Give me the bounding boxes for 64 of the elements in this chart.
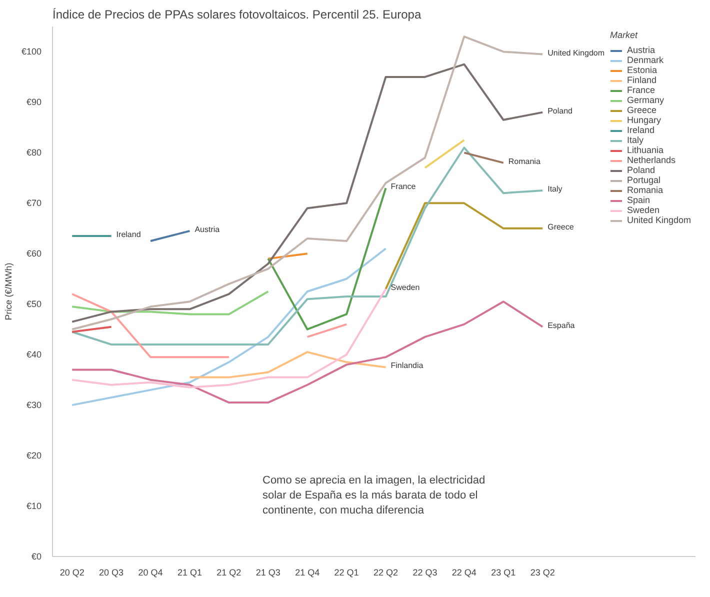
x-tick-label: 20 Q2 bbox=[60, 568, 84, 578]
legend-title: Market bbox=[610, 30, 639, 40]
x-tick-label: 21 Q1 bbox=[177, 568, 202, 578]
line-series bbox=[71, 146, 544, 346]
annotation: Ireland bbox=[116, 230, 141, 239]
x-tick-label: 22 Q3 bbox=[412, 568, 438, 578]
legend-label: Sweden bbox=[626, 205, 660, 215]
line-series bbox=[188, 351, 387, 378]
legend-label: Portugal bbox=[626, 175, 660, 185]
legend-label: Hungary bbox=[626, 115, 661, 125]
y-tick-label: €0 bbox=[31, 552, 42, 562]
annotation: France bbox=[390, 182, 416, 192]
x-tick-label: 23 Q2 bbox=[530, 568, 555, 578]
x-tick-label: 23 Q1 bbox=[491, 568, 516, 578]
line-series bbox=[267, 187, 387, 330]
legend-label: Spain bbox=[626, 195, 650, 205]
x-tick-label: 22 Q2 bbox=[374, 568, 398, 578]
legend-label: France bbox=[626, 85, 655, 95]
y-tick-label: €90 bbox=[26, 97, 42, 108]
line-series bbox=[71, 248, 387, 406]
y-tick-label: €50 bbox=[26, 299, 42, 310]
y-tick-label: €40 bbox=[26, 350, 42, 360]
x-tick-label: 20 Q3 bbox=[99, 568, 124, 578]
x-tick-label: 22 Q1 bbox=[334, 568, 359, 578]
annotation: Sweden bbox=[390, 282, 420, 292]
legend-label: Germany bbox=[626, 95, 664, 105]
annotation: Poland bbox=[548, 106, 573, 116]
annotation: Romania bbox=[508, 156, 541, 166]
legend-label: Austria bbox=[626, 45, 655, 55]
legend-label: Greece bbox=[626, 105, 656, 115]
y-tick-label: €100 bbox=[21, 46, 42, 57]
x-tick-label: 21 Q4 bbox=[295, 568, 320, 578]
line-series bbox=[71, 288, 387, 388]
y-tick-label: €30 bbox=[26, 400, 42, 410]
line-series bbox=[71, 300, 544, 404]
legend-label: Poland bbox=[626, 165, 655, 175]
x-tick-label: 21 Q2 bbox=[216, 568, 242, 578]
legend-label: Ireland bbox=[626, 125, 654, 135]
legend-label: Finland bbox=[626, 75, 656, 85]
annotation: Greece bbox=[548, 222, 574, 232]
legend-label: Lithuania bbox=[626, 145, 664, 155]
line-series bbox=[71, 290, 270, 316]
annotation: Italy bbox=[548, 184, 562, 194]
x-tick-label: 20 Q4 bbox=[138, 568, 163, 578]
legend-label: Romania bbox=[626, 185, 663, 195]
legend-label: Denmark bbox=[626, 55, 664, 65]
annotation: Austria bbox=[194, 224, 220, 234]
annotation: Finlandia bbox=[390, 361, 424, 370]
annotation: Como se aprecia en la imagen, la electricidad solar de España es la más barata de todo el continente, con mucha diferencia bbox=[262, 474, 486, 516]
legend-label: Estonia bbox=[626, 65, 657, 75]
x-tick-label: 22 Q4 bbox=[452, 568, 476, 578]
legend-label: Italy bbox=[626, 135, 644, 145]
y-tick-label: €20 bbox=[26, 450, 42, 461]
y-tick-label: €70 bbox=[26, 198, 42, 208]
y-tick-label: €80 bbox=[26, 148, 42, 158]
legend-label: United Kingdom bbox=[626, 215, 691, 225]
y-axis-title: Price (€/MWh) bbox=[3, 262, 14, 320]
annotation: United Kingdom bbox=[548, 48, 605, 58]
annotation: España bbox=[548, 320, 576, 330]
legend-label: Netherlands bbox=[626, 155, 676, 165]
y-tick-label: €10 bbox=[26, 501, 42, 512]
x-tick-label: 21 Q3 bbox=[256, 568, 280, 578]
y-tick-label: €60 bbox=[26, 248, 42, 259]
chart-title: Índice de Precios de PPAs solares fotovoltaicos. Percentil 25. Europa bbox=[52, 8, 422, 22]
